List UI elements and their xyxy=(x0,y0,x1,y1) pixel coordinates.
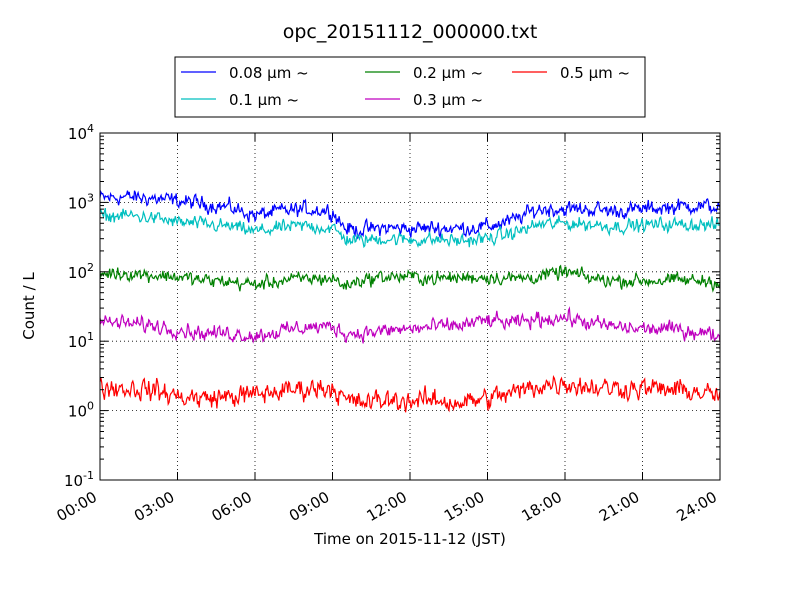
y-tick-label: 104 xyxy=(68,122,94,143)
y-tick-exponent: 0 xyxy=(87,400,94,413)
y-tick-label: 10-1 xyxy=(64,469,94,490)
series-line-3 xyxy=(99,306,721,344)
legend-label-1: 0.1 μm ~ xyxy=(229,91,299,109)
y-tick-exponent: 3 xyxy=(87,191,94,204)
x-tick-label: 00:00 xyxy=(54,488,100,525)
y-tick-exponent: 1 xyxy=(87,330,94,343)
y-tick-label: 100 xyxy=(68,400,94,421)
y-tick-base: 10 xyxy=(68,264,87,282)
series-line-2 xyxy=(99,264,721,293)
series-layer xyxy=(99,190,721,413)
y-tick-label: 101 xyxy=(68,330,94,351)
legend-label-2: 0.2 μm ~ xyxy=(413,64,483,82)
legend-label-0: 0.08 μm ~ xyxy=(229,64,309,82)
grid-lines xyxy=(100,133,720,480)
series-line-1 xyxy=(99,207,721,249)
y-tick-base: 10 xyxy=(68,333,87,351)
x-axis-label: Time on 2015-11-12 (JST) xyxy=(313,530,506,548)
y-tick-base: 10 xyxy=(68,194,87,212)
y-tick-label: 102 xyxy=(68,261,94,282)
x-tick-label: 21:00 xyxy=(596,488,642,525)
chart-title: opc_20151112_000000.txt xyxy=(283,21,538,43)
series-line-0 xyxy=(99,190,721,240)
x-tick-label: 03:00 xyxy=(131,488,177,525)
y-tick-exponent: -1 xyxy=(83,469,94,482)
y-tick-exponent: 2 xyxy=(87,261,94,274)
x-tick-label: 06:00 xyxy=(209,488,255,525)
legend-box xyxy=(174,56,646,118)
y-tick-base: 10 xyxy=(68,403,87,421)
x-tick-label: 15:00 xyxy=(441,488,487,525)
series-line-4 xyxy=(99,375,721,413)
y-tick-exponent: 4 xyxy=(87,122,94,135)
x-tick-label: 12:00 xyxy=(364,488,410,525)
y-tick-label: 103 xyxy=(68,191,94,212)
x-tick-label: 24:00 xyxy=(674,488,720,525)
y-axis-label: Count / L xyxy=(20,272,38,340)
legend-label-3: 0.3 μm ~ xyxy=(413,91,483,109)
legend: 0.08 μm ~ 0.1 μm ~ 0.2 μm ~ 0.3 μm ~ 0.5 μm … xyxy=(174,56,646,118)
legend-label-4: 0.5 μm ~ xyxy=(560,64,630,82)
y-tick-base: 10 xyxy=(68,125,87,143)
x-tick-label: 09:00 xyxy=(286,488,332,525)
y-tick-base: 10 xyxy=(64,472,83,490)
x-tick-label: 18:00 xyxy=(519,488,565,525)
